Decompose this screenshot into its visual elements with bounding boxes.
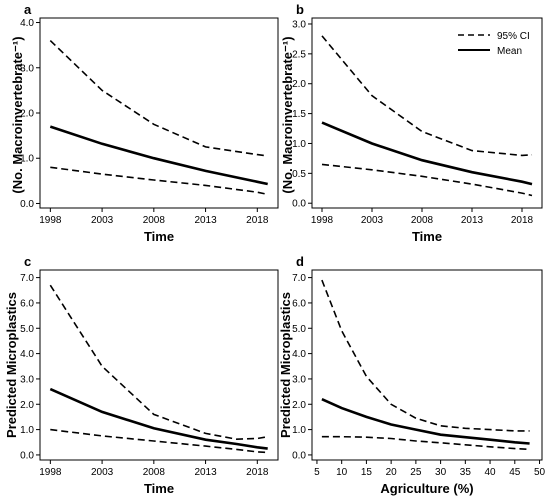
xtick-label: 1998: [311, 215, 334, 226]
xtick-label: 2008: [411, 215, 434, 226]
xtick-label: 2008: [143, 467, 166, 478]
xtick-label: 10: [336, 467, 348, 478]
panel-c-frame: [39, 269, 279, 461]
panel-b-letter: b: [296, 2, 304, 17]
xtick-label: 2018: [246, 467, 269, 478]
series-mean-line: [321, 398, 530, 445]
xtick-label: 2003: [91, 467, 114, 478]
xtick-label: 30: [435, 467, 447, 478]
xtick-label: 2013: [194, 215, 217, 226]
ytick-label: 0.0: [292, 199, 306, 210]
panel-c-letter: c: [24, 254, 31, 269]
ytick-label: 7.0: [292, 273, 306, 284]
ytick-label: 0.0: [20, 199, 34, 210]
panel-c-xlabel: Time: [144, 481, 174, 496]
panel-a-letter: a: [24, 2, 32, 17]
series-ci-upper-line: [49, 40, 268, 157]
ytick-label: 4.0: [292, 349, 306, 360]
legend-mean-label: Mean: [497, 46, 522, 57]
legend-ci-label: 95% CI: [497, 31, 530, 42]
panel-b: b 0.0 0.5 1.0 1.5 2.0 2.5 3.0 1998 2003 2008 2013 20…: [292, 2, 543, 244]
ytick-label: 3.0: [292, 19, 306, 30]
series-ci-upper-line: [49, 284, 268, 441]
series-ci-lower-line: [321, 163, 533, 197]
ylabel-top-unit: (No. Macroinvertebrate⁻¹): [10, 36, 25, 193]
xtick-label: 25: [410, 467, 422, 478]
ylabel-bottom-right: Predicted Microplastics: [278, 292, 293, 438]
ytick-label: 2.0: [20, 400, 34, 411]
ylabel-bottom-left: Predicted Microplastics: [4, 292, 19, 438]
ytick-label: 3.0: [20, 63, 34, 74]
xtick-label: 1998: [39, 467, 62, 478]
panel-d-frame: [311, 269, 543, 461]
panel-d: d 0.0 1.0 2.0 3.0 4.0 5.0 6.0 7.0 5 10 15 20 25 30 35 40…: [292, 254, 545, 496]
ytick-label: 1.0: [20, 425, 34, 436]
ytick-label: 0.0: [292, 450, 306, 461]
ytick-label: 1.0: [20, 154, 34, 165]
series-ci-lower-line: [50, 166, 268, 196]
ytick-label: 2.5: [292, 49, 306, 60]
ytick-label: 1.5: [292, 109, 306, 120]
ytick-label: 1.0: [292, 425, 306, 436]
xtick-label: 45: [509, 467, 521, 478]
panel-d-letter: d: [296, 254, 304, 269]
legend: 95% CI Mean: [458, 31, 530, 57]
xtick-label: 35: [460, 467, 472, 478]
ytick-label: 5.0: [20, 324, 34, 335]
series-ci-upper-line: [321, 35, 533, 157]
panel-c: c 0.0 1.0 2.0 3.0 4.0 5.0 6.0 7.0 1998 2003 2008 201…: [20, 254, 279, 496]
series-ci-lower-line: [50, 428, 268, 454]
ytick-label: 6.0: [20, 298, 34, 309]
ytick-label: 2.0: [292, 400, 306, 411]
ylabel-top-unit-right: (No. Macroinvertebrate⁻¹): [280, 36, 295, 193]
ytick-label: 6.0: [292, 298, 306, 309]
xtick-label: 1998: [39, 215, 62, 226]
ytick-label: 5.0: [292, 324, 306, 335]
series-mean-line: [49, 387, 268, 450]
xtick-label: 2018: [246, 215, 269, 226]
ytick-label: 4.0: [20, 349, 34, 360]
panel-d-xlabel: Agriculture (%): [380, 481, 473, 496]
xtick-label: 2018: [511, 215, 534, 226]
ytick-label: 2.0: [292, 79, 306, 90]
panel-a-xlabel: Time: [144, 229, 174, 244]
xtick-label: 20: [386, 467, 398, 478]
ytick-label: 3.0: [20, 374, 34, 385]
series-ci-upper-line: [321, 279, 530, 432]
xtick-label: 2013: [461, 215, 484, 226]
ytick-label: 3.0: [292, 374, 306, 385]
xtick-label: 15: [361, 467, 373, 478]
xtick-label: 40: [485, 467, 497, 478]
ytick-label: 1.0: [292, 139, 306, 150]
series-mean-line: [49, 125, 268, 186]
xtick-label: 2013: [194, 467, 217, 478]
xtick-label: 5: [314, 467, 320, 478]
series-ci-lower-line: [321, 435, 530, 451]
xtick-label: 2008: [143, 215, 166, 226]
xtick-label: 50: [534, 467, 546, 478]
series-mean-line: [321, 121, 533, 186]
ytick-label: 0.5: [292, 169, 306, 180]
ytick-label: 2.0: [20, 109, 34, 120]
xtick-label: 2003: [361, 215, 384, 226]
ytick-label: 0.0: [20, 450, 34, 461]
panel-b-frame: [311, 17, 543, 209]
ytick-label: 4.0: [20, 18, 34, 29]
panel-a: a 0.0 1.0 2.0 3.0 4.0 1998 2003 2008 2013 2018 Time: [20, 2, 279, 244]
panel-b-xlabel: Time: [412, 229, 442, 244]
xtick-label: 2003: [91, 215, 114, 226]
ytick-label: 7.0: [20, 273, 34, 284]
